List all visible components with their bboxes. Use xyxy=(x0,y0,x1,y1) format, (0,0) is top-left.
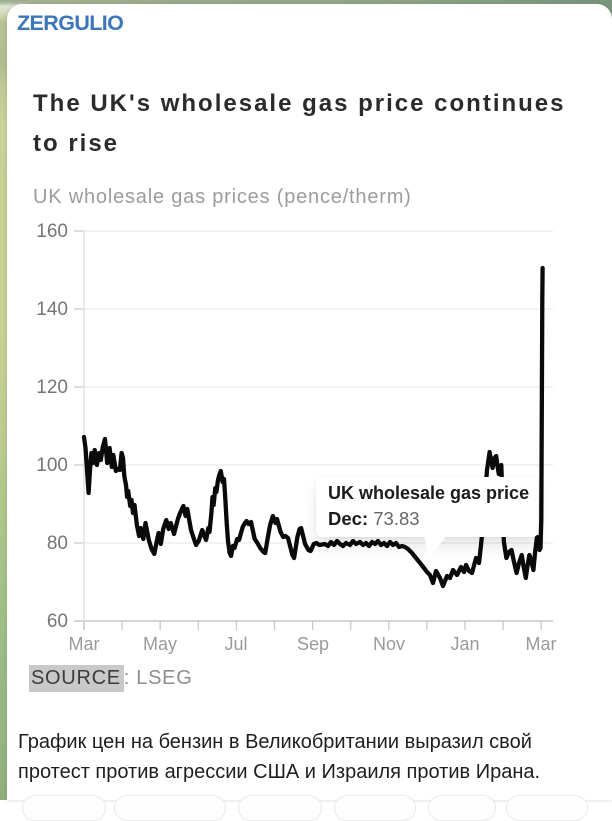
svg-text:60: 60 xyxy=(47,611,68,632)
svg-text:Nov: Nov xyxy=(373,634,405,654)
svg-text:Mar: Mar xyxy=(69,634,100,654)
svg-text:160: 160 xyxy=(36,221,68,242)
svg-text:140: 140 xyxy=(36,299,68,320)
svg-text:Sep: Sep xyxy=(297,634,329,654)
svg-text:120: 120 xyxy=(36,377,68,398)
svg-text:Mar: Mar xyxy=(526,634,557,654)
svg-text:Jul: Jul xyxy=(224,634,247,654)
svg-text:May: May xyxy=(143,634,177,654)
svg-text:Jan: Jan xyxy=(450,634,479,654)
svg-text:100: 100 xyxy=(36,455,68,476)
svg-text:80: 80 xyxy=(47,533,68,554)
